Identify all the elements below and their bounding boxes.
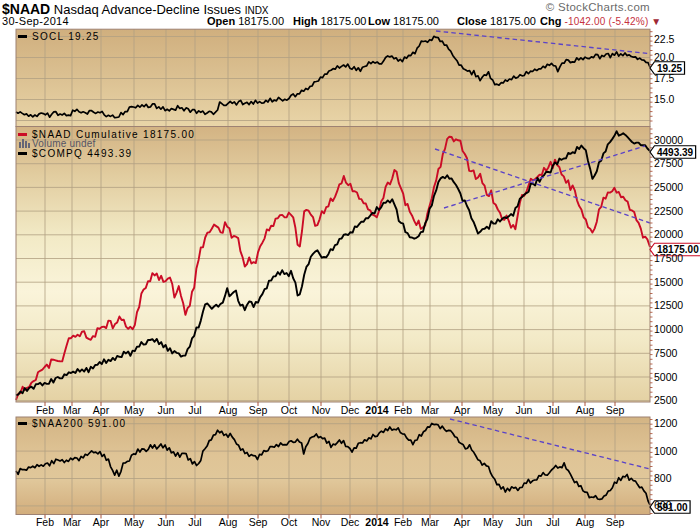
svg-text:4493.39: 4493.39 (657, 147, 694, 158)
